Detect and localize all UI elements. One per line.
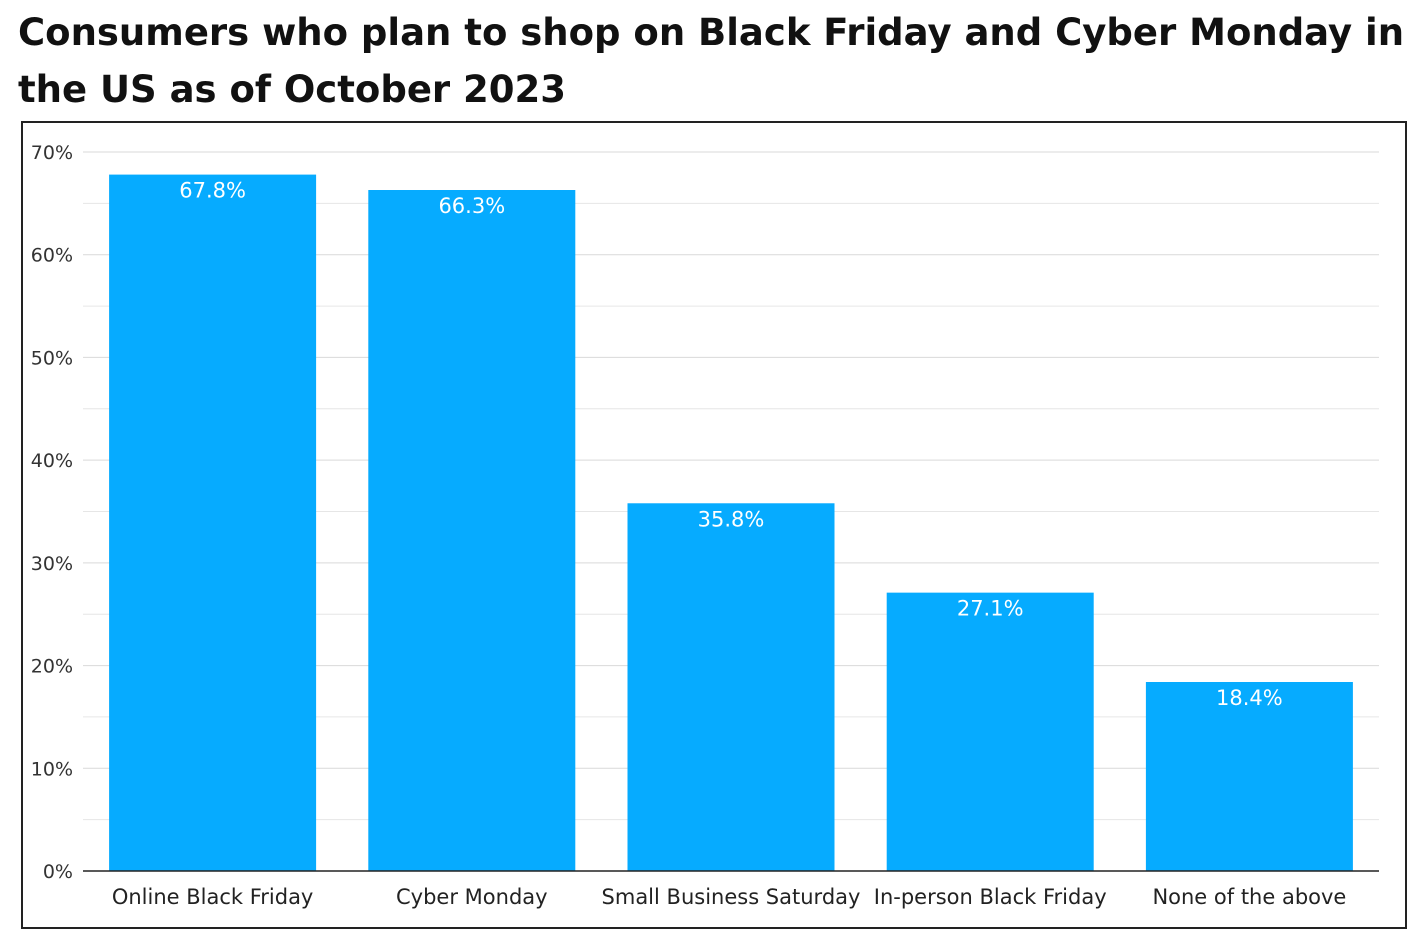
- chart-frame: 0% 10% 20% 30% 40% 50% 60% 70% 67.8% Online Black…: [21, 121, 1407, 929]
- y-tick-label: 50%: [31, 347, 73, 369]
- bar: [1145, 682, 1353, 871]
- bar: [627, 503, 835, 871]
- y-tick-label: 40%: [31, 450, 73, 472]
- y-tick-label: 10%: [31, 758, 73, 780]
- x-tick-label: None of the above: [1152, 885, 1346, 909]
- bar: [886, 592, 1094, 871]
- data-label: 67.8%: [179, 179, 246, 203]
- x-tick-label: In-person Black Friday: [874, 885, 1107, 909]
- y-tick-label: 30%: [31, 553, 73, 575]
- y-tick-label: 60%: [31, 245, 73, 267]
- bar-chart: 0% 10% 20% 30% 40% 50% 60% 70% 67.8% Online Black…: [31, 142, 1379, 909]
- x-tick-label: Cyber Monday: [396, 885, 548, 909]
- data-label: 27.1%: [957, 597, 1024, 621]
- bar: [368, 190, 576, 872]
- x-tick-label: Online Black Friday: [112, 885, 314, 909]
- bar: [109, 174, 317, 871]
- y-tick-label: 20%: [31, 656, 73, 678]
- y-tick-label: 0%: [43, 861, 73, 883]
- data-label: 18.4%: [1216, 686, 1283, 710]
- data-label: 66.3%: [438, 194, 505, 218]
- chart-title: Consumers who plan to shop on Black Frid…: [18, 11, 1405, 111]
- y-tick-label: 70%: [31, 142, 73, 164]
- data-label: 35.8%: [698, 507, 765, 531]
- x-tick-label: Small Business Saturday: [602, 885, 861, 909]
